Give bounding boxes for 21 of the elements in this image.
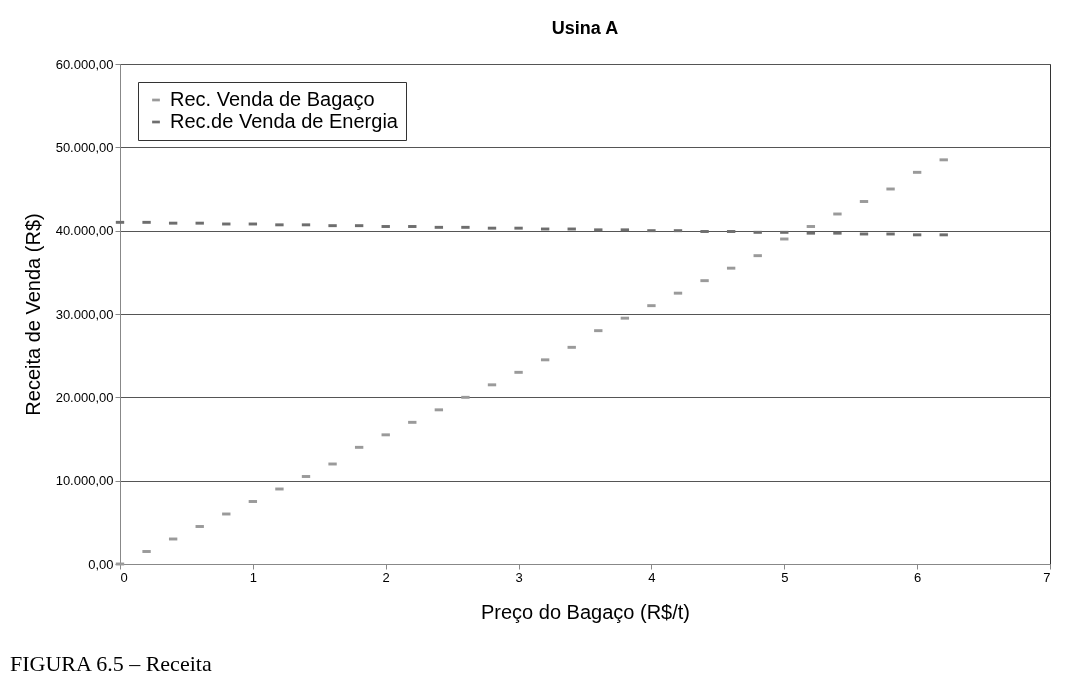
y-tick-label: 50.000,00 (55, 139, 114, 155)
x-tick-label: 2 (382, 569, 390, 585)
x-tick-label: 0 (120, 569, 128, 585)
chart-title: Usina A (551, 18, 619, 38)
x-tick-label: 4 (648, 569, 656, 585)
legend-label: Rec. Venda de Bagaço (170, 88, 375, 110)
y-tick-label: 20.000,00 (55, 389, 114, 405)
x-tick-label: 7 (1043, 569, 1051, 585)
y-tick-label: 30.000,00 (55, 306, 114, 322)
x-tick-label: 5 (781, 569, 789, 585)
x-axis-title: Preço do Bagaço (R$/t) (481, 600, 690, 623)
x-tick-label: 1 (249, 569, 257, 585)
x-tick-label: 3 (515, 569, 523, 585)
legend-label: Rec.de Venda de Energia (170, 110, 399, 132)
y-tick-label: 60.000,00 (55, 56, 114, 72)
y-tick-label: 0,00 (88, 556, 114, 572)
text: FIGURA 6.5 – Receita (10, 651, 212, 676)
y-axis-title: Receita de Venda (R$) (21, 213, 44, 416)
x-tick-label: 6 (914, 569, 922, 585)
y-tick-label: 40.000,00 (55, 223, 114, 239)
y-tick-label: 10.000,00 (55, 473, 114, 489)
